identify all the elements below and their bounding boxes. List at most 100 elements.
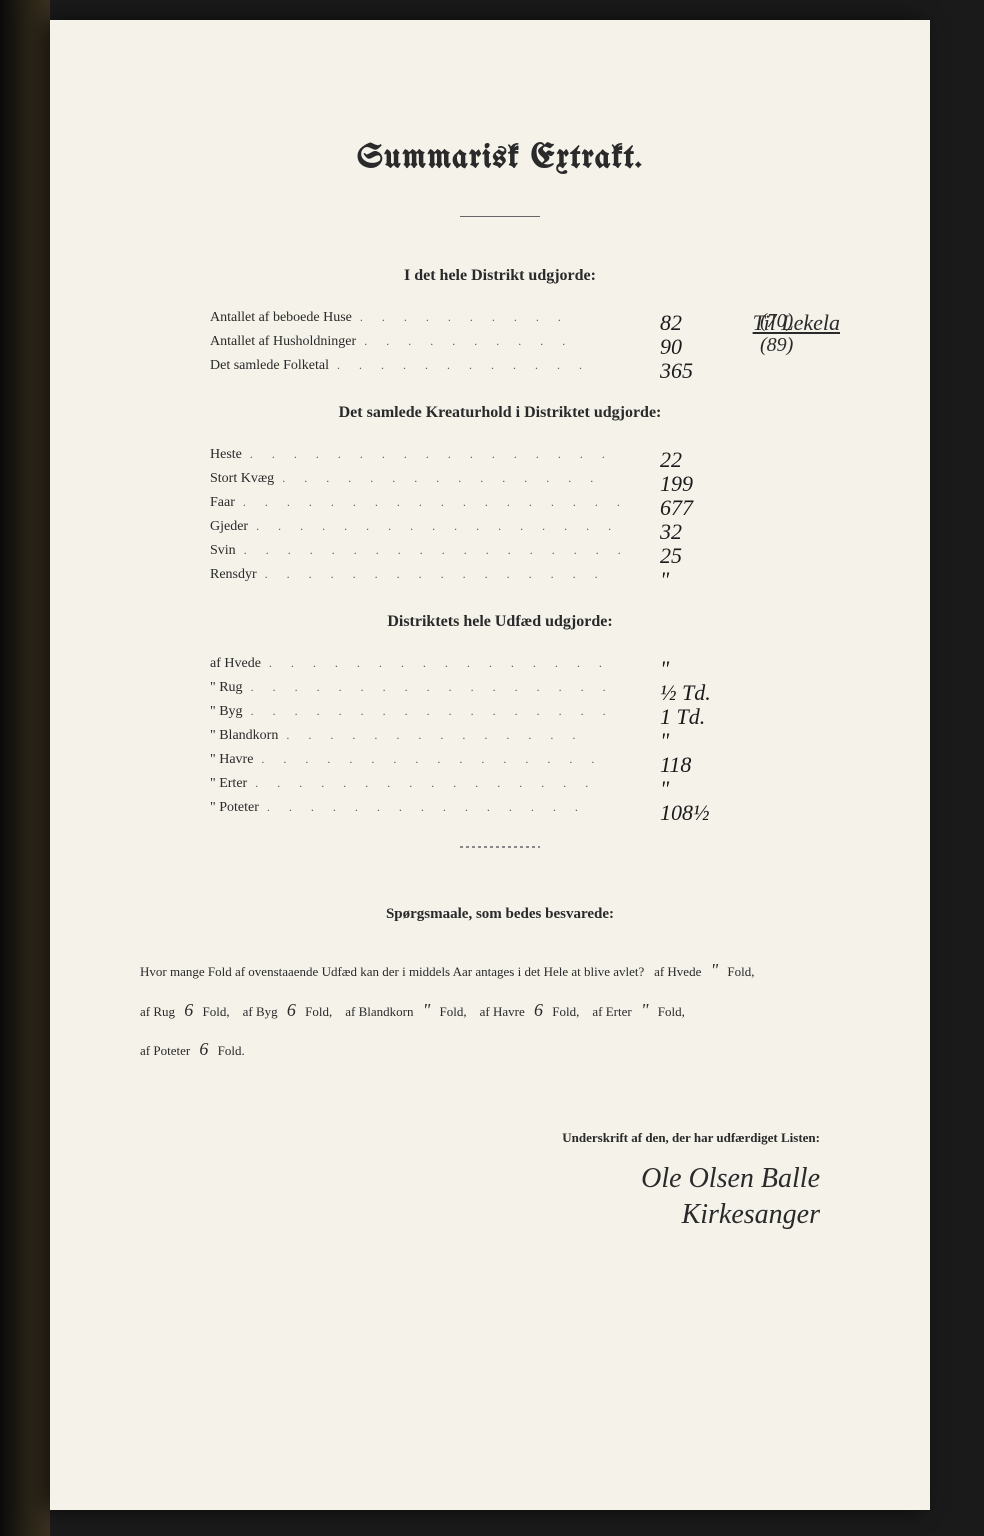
leader-dots: . . . . . . . . . . . . . . . [282,471,601,486]
table-row: Antallet af Husholdninger . . . . . . . … [120,334,880,350]
leader-dots: . . . . . . . . . . . . . . . . [261,752,602,767]
table-row: af Hvede . . . . . . . . . . . . . . . .… [120,656,880,672]
table-row: " Havre . . . . . . . . . . . . . . . . … [120,752,880,768]
questions-header: Spørgsmaale, som bedes besvarede: [140,898,860,931]
q-crop: af Erter [592,1004,631,1019]
leader-dots: . . . . . . . . . . . . . . . [267,800,586,815]
row-label: Faar [210,495,235,511]
row-note: (70) [760,310,793,333]
table-row: " Erter . . . . . . . . . . . . . . . . … [120,776,880,792]
section-divider [460,846,540,848]
leader-dots: . . . . . . . . . . . . . . . . [255,776,596,791]
row-label: Gjeder [210,519,248,535]
row-label: Det samlede Folketal [210,358,329,374]
row-value: 677 [660,495,740,521]
title-divider [460,216,540,217]
q-unit: Fold, [727,964,754,979]
leader-dots: . . . . . . . . . . . . [337,358,590,373]
page-title: Summarisk Extrakt. [120,140,880,176]
q-crop: af Hvede [654,964,701,979]
q-crop: af Rug [140,1004,175,1019]
table-row: Antallet af beboede Huse . . . . . . . .… [120,310,880,326]
row-value: 1 Td. [660,704,740,730]
section1-header: I det hele Distrikt udgjorde: [120,267,880,285]
leader-dots: . . . . . . . . . . . . . . . . [269,656,610,671]
q-crop: af Blandkorn [345,1004,413,1019]
signature-name: Ole Olsen Balle [120,1161,820,1197]
q-value: " [635,1000,655,1020]
row-label: " Blandkorn [210,728,278,744]
q-unit: Fold, [658,1004,685,1019]
row-value: 22 [660,447,740,473]
row-label: " Rug [210,680,243,696]
leader-dots: . . . . . . . . . . . . . . . . . [256,519,619,534]
row-label: Antallet af Husholdninger [210,334,356,350]
q-value: " [417,1000,437,1020]
row-label: Rensdyr [210,567,257,583]
leader-dots: . . . . . . . . . . . . . . . . . . [243,495,628,510]
row-label: Antallet af beboede Huse [210,310,352,326]
row-label: af Hvede [210,656,261,672]
table-row: Heste . . . . . . . . . . . . . . . . . … [120,447,880,463]
row-label: " Poteter [210,800,259,816]
row-label: " Havre [210,752,253,768]
row-label: Heste [210,447,242,463]
q-unit: Fold, [305,1004,332,1019]
row-value: " [660,656,740,682]
row-value: 25 [660,543,740,569]
leader-dots: . . . . . . . . . . . . . . . . [265,567,606,582]
leader-dots: . . . . . . . . . . . . . . . . . [251,680,614,695]
q-value: 6 [281,1000,302,1020]
book-spine [0,0,50,1536]
table-row: Det samlede Folketal . . . . . . . . . .… [120,358,880,374]
q-value: 6 [178,1000,199,1020]
table-row: " Rug . . . . . . . . . . . . . . . . . … [120,680,880,696]
row-note: (89) [760,334,793,357]
row-label: Stort Kvæg [210,471,274,487]
table-row: " Byg . . . . . . . . . . . . . . . . . … [120,704,880,720]
leader-dots: . . . . . . . . . . . . . . [286,728,583,743]
table-row: Stort Kvæg . . . . . . . . . . . . . . .… [120,471,880,487]
row-value: 108½ [660,800,740,826]
leader-dots: . . . . . . . . . . [360,310,569,325]
table-row: " Blandkorn . . . . . . . . . . . . . . … [120,728,880,744]
q-crop: af Byg [243,1004,278,1019]
row-label: Svin [210,543,236,559]
leader-dots: . . . . . . . . . . . . . . . . . [251,704,614,719]
row-value: 90 [660,334,740,360]
q-crop: af Poteter [140,1043,190,1058]
signature-label: Underskrift af den, der har udfærdiget L… [120,1130,820,1146]
signature-block: Underskrift af den, der har udfærdiget L… [120,1130,880,1234]
question-intro: Hvor mange Fold af ovenstaaende Udfæd ka… [140,964,644,979]
q-value: " [705,960,725,980]
section2-header: Det samlede Kreaturhold i Distriktet udg… [120,404,880,422]
table-row: Faar . . . . . . . . . . . . . . . . . .… [120,495,880,511]
document-content: Summarisk Extrakt. Til Lekela I det hele… [120,140,880,1234]
q-unit: Fold, [440,1004,467,1019]
table-row: Gjeder . . . . . . . . . . . . . . . . .… [120,519,880,535]
leader-dots: . . . . . . . . . . . . . . . . . . [244,543,629,558]
q-value: 6 [528,1000,549,1020]
row-value: 32 [660,519,740,545]
q-crop: af Havre [480,1004,525,1019]
row-value: 118 [660,752,740,778]
leader-dots: . . . . . . . . . . [364,334,573,349]
row-value: " [660,776,740,802]
row-value: " [660,567,740,593]
row-value: 199 [660,471,740,497]
q-unit: Fold, [552,1004,579,1019]
signature-title: Kirkesanger [120,1197,820,1233]
table-row: Svin . . . . . . . . . . . . . . . . . .… [120,543,880,559]
questions-text: Hvor mange Fold af ovenstaaende Udfæd ka… [140,951,860,1070]
row-value: ½ Td. [660,680,740,706]
row-value: " [660,728,740,754]
questions-section: Spørgsmaale, som bedes besvarede: Hvor m… [120,898,880,1070]
leader-dots: . . . . . . . . . . . . . . . . . [250,447,613,462]
row-value: 365 [660,358,740,384]
row-label: " Byg [210,704,243,720]
row-value: 82 [660,310,740,336]
section3-header: Distriktets hele Udfæd udgjorde: [120,613,880,631]
table-row: Rensdyr . . . . . . . . . . . . . . . . … [120,567,880,583]
q-value: 6 [193,1039,214,1059]
q-unit: Fold, [203,1004,230,1019]
